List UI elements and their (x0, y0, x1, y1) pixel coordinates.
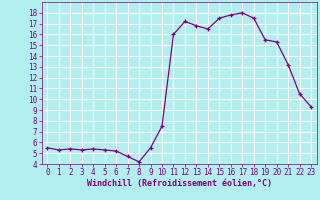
X-axis label: Windchill (Refroidissement éolien,°C): Windchill (Refroidissement éolien,°C) (87, 179, 272, 188)
